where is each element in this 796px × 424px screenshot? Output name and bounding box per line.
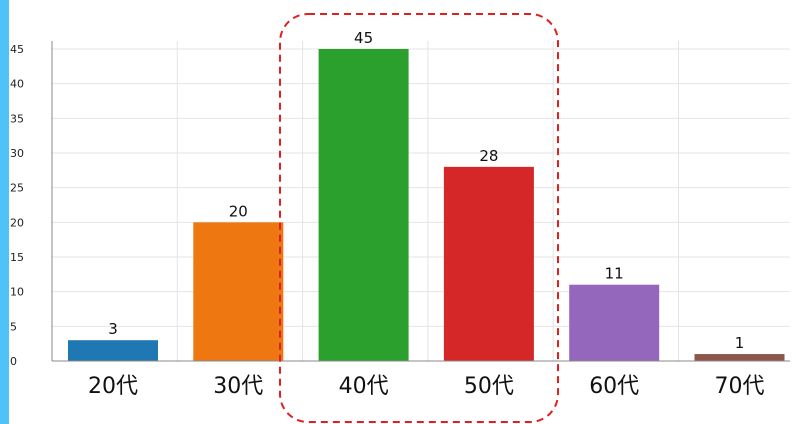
bar-30代 — [193, 222, 284, 361]
data-label: 3 — [108, 320, 118, 338]
category-label: 20代 — [88, 374, 138, 399]
highlight-dashed-box — [279, 13, 559, 423]
bar-40代 — [318, 49, 409, 361]
y-tick-label: 10 — [10, 286, 24, 299]
y-tick-label: 0 — [10, 355, 17, 368]
highlight-box — [279, 13, 559, 423]
y-tick-label: 40 — [10, 78, 24, 91]
category-labels: 20代 30代 40代 50代 60代 70代 — [88, 374, 765, 399]
grid-lines — [51, 41, 790, 362]
y-tick-label: 15 — [10, 251, 24, 264]
data-label: 1 — [735, 334, 745, 352]
y-axis-tick-labels: 0 5 10 15 20 25 30 35 40 45 — [10, 43, 24, 368]
data-label: 20 — [229, 202, 248, 220]
data-label: 11 — [605, 265, 624, 283]
y-tick-label: 30 — [10, 147, 24, 160]
bar-60代 — [569, 284, 660, 361]
left-accent-strip — [0, 0, 9, 424]
bar-50代 — [443, 166, 534, 361]
category-label: 30代 — [213, 374, 263, 399]
category-label: 40代 — [339, 374, 389, 399]
axes — [51, 41, 790, 362]
data-label: 45 — [354, 29, 373, 47]
y-tick-label: 25 — [10, 182, 24, 195]
y-tick-label: 35 — [10, 112, 24, 125]
y-tick-label: 45 — [10, 43, 24, 56]
bar-70代 — [694, 354, 785, 361]
category-label: 60代 — [589, 374, 639, 399]
data-label: 28 — [479, 147, 498, 165]
y-tick-label: 20 — [10, 216, 24, 229]
category-label: 70代 — [715, 374, 765, 399]
category-label: 50代 — [464, 374, 514, 399]
bar-20代 — [68, 340, 158, 361]
y-tick-label: 5 — [10, 320, 17, 333]
